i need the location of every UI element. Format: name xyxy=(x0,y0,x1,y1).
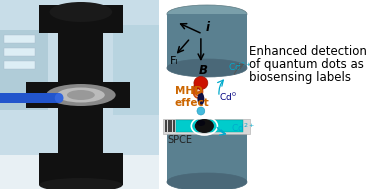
Ellipse shape xyxy=(197,92,204,105)
Text: $\mathrm{Cd^{2+}}$: $\mathrm{Cd^{2+}}$ xyxy=(228,61,252,73)
Ellipse shape xyxy=(195,119,214,133)
Text: of quantum dots as: of quantum dots as xyxy=(249,58,364,71)
Ellipse shape xyxy=(67,90,95,100)
Bar xyxy=(165,120,167,132)
Bar xyxy=(176,120,243,132)
Bar xyxy=(0,30,48,110)
Bar xyxy=(164,119,250,134)
Text: B: B xyxy=(198,64,207,77)
Ellipse shape xyxy=(194,77,208,90)
Bar xyxy=(26,82,130,108)
Text: MHD
effect: MHD effect xyxy=(175,86,210,108)
Text: Fₗ: Fₗ xyxy=(170,56,178,66)
Bar xyxy=(4,35,35,43)
Text: $\mathrm{Cd^{0}}$: $\mathrm{Cd^{0}}$ xyxy=(219,91,237,103)
Ellipse shape xyxy=(50,2,112,22)
Bar xyxy=(39,153,123,185)
Bar xyxy=(167,132,247,182)
Ellipse shape xyxy=(167,123,247,141)
Text: SPCE: SPCE xyxy=(168,135,193,145)
Bar xyxy=(113,25,159,115)
Bar xyxy=(4,61,35,69)
Ellipse shape xyxy=(196,120,205,126)
Ellipse shape xyxy=(167,173,247,189)
Bar xyxy=(168,120,170,132)
Bar xyxy=(58,5,104,185)
Text: i: i xyxy=(205,21,209,34)
Ellipse shape xyxy=(197,107,205,115)
Ellipse shape xyxy=(57,88,105,102)
Text: $\mathrm{Cd^{2+}}$: $\mathrm{Cd^{2+}}$ xyxy=(231,122,255,134)
Bar xyxy=(0,0,159,189)
Bar xyxy=(171,120,172,132)
Ellipse shape xyxy=(46,84,116,106)
Bar xyxy=(0,93,59,103)
Ellipse shape xyxy=(39,178,123,189)
Text: biosensing labels: biosensing labels xyxy=(249,71,351,84)
Bar xyxy=(39,5,123,33)
Bar xyxy=(0,155,159,189)
Ellipse shape xyxy=(55,93,63,103)
Ellipse shape xyxy=(167,59,247,77)
Bar xyxy=(173,120,175,132)
Bar xyxy=(167,14,247,68)
Bar xyxy=(4,48,35,56)
Ellipse shape xyxy=(167,5,247,23)
Text: Enhanced detection: Enhanced detection xyxy=(249,45,367,58)
